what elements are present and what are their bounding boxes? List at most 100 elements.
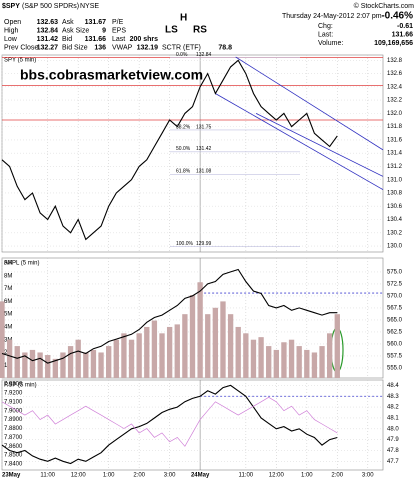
x-tick-label: 2:00 bbox=[133, 473, 145, 479]
quote-value: 132.27 bbox=[37, 44, 59, 51]
y-tick-label: 130.8 bbox=[387, 191, 403, 197]
y-tick-label: 48.3 bbox=[387, 394, 399, 400]
volume-bar bbox=[243, 333, 249, 378]
volume-bar bbox=[128, 339, 135, 378]
volume-bar bbox=[334, 314, 340, 378]
volume-bar bbox=[136, 333, 142, 378]
quote-label: Low bbox=[4, 36, 18, 43]
trendline bbox=[235, 56, 384, 151]
volume-bar bbox=[90, 349, 97, 378]
volume-bar bbox=[14, 346, 20, 378]
summary-value: -0.61 bbox=[397, 23, 413, 30]
pattern-label: H bbox=[180, 13, 187, 24]
fib-label: 0.0% bbox=[176, 52, 188, 58]
y-tick-label: 130.6 bbox=[387, 204, 403, 210]
volume-bar bbox=[60, 352, 66, 378]
fib-value: 129.99 bbox=[196, 241, 212, 247]
y-tick-label: 132.2 bbox=[387, 98, 403, 104]
volume-bar bbox=[22, 352, 28, 378]
volume-bar bbox=[37, 352, 43, 378]
y2-tick-label: 7.9300 bbox=[4, 382, 23, 388]
y2-tick-label: 6M bbox=[4, 299, 12, 305]
x-tick-label: 11:00 bbox=[239, 473, 254, 479]
fib-value: 131.08 bbox=[196, 169, 212, 175]
volume-bar bbox=[266, 346, 272, 378]
price-line bbox=[1, 59, 338, 241]
volume-bar bbox=[311, 352, 318, 378]
volume-bar bbox=[182, 314, 188, 378]
y2-tick-label: 5M bbox=[4, 312, 12, 318]
y-tick-label: 567.5 bbox=[387, 305, 403, 311]
y-tick-label: 47.9 bbox=[387, 437, 399, 443]
y-tick-label: 555.0 bbox=[387, 365, 403, 371]
pattern-label: LS bbox=[165, 25, 178, 36]
volume-bar bbox=[212, 307, 219, 378]
y-tick-label: 565.0 bbox=[387, 317, 403, 323]
y-tick-label: 47.8 bbox=[387, 448, 399, 454]
x-tick-label: 24May bbox=[191, 473, 210, 479]
y-tick-label: 132.6 bbox=[387, 71, 403, 77]
y-tick-label: 131.4 bbox=[387, 151, 403, 157]
y-tick-label: 570.0 bbox=[387, 293, 403, 299]
y-tick-label: 48.4 bbox=[387, 383, 399, 389]
quote-value: 132.19 bbox=[137, 44, 159, 51]
quote-label: Bid Size bbox=[62, 44, 88, 51]
y-tick-label: 48.1 bbox=[387, 416, 399, 422]
y-tick-label: 132.4 bbox=[387, 84, 403, 90]
volume-bar bbox=[106, 346, 112, 378]
price-line bbox=[1, 384, 338, 465]
volume-bar bbox=[288, 339, 295, 378]
volume-bar bbox=[220, 301, 226, 378]
watermark: bbs.cobrasmarketview.com bbox=[20, 67, 203, 83]
quote-label: Prev Close bbox=[4, 44, 38, 51]
volume-bar bbox=[235, 326, 241, 378]
volume-bar bbox=[258, 337, 264, 378]
volume-bar bbox=[326, 333, 333, 378]
quote-value: 131.42 bbox=[37, 36, 59, 43]
y2-tick-label: 4M bbox=[4, 325, 12, 331]
volume-bar bbox=[151, 320, 158, 378]
panel-frame bbox=[1, 54, 384, 253]
price-line bbox=[1, 268, 338, 364]
fib-label: 38.2% bbox=[176, 124, 191, 130]
y-tick-label: 572.5 bbox=[387, 281, 403, 287]
volume-bar bbox=[205, 314, 211, 378]
y-tick-label: 130.4 bbox=[387, 217, 403, 223]
y-tick-label: 130.2 bbox=[387, 230, 403, 236]
quote-value: 9 bbox=[102, 27, 106, 34]
volume-bar bbox=[144, 326, 150, 378]
x-tick-label: 1:00 bbox=[301, 473, 313, 479]
summary-label: Volume: bbox=[318, 40, 343, 47]
fib-label: 61.8% bbox=[176, 169, 191, 175]
trendline bbox=[215, 93, 384, 190]
y-tick-label: 132.8 bbox=[387, 58, 403, 64]
exchange: NYSE bbox=[80, 3, 99, 10]
volume-bar bbox=[0, 301, 5, 378]
y-tick-label: 575.0 bbox=[387, 269, 403, 275]
quote-label: High bbox=[4, 27, 19, 34]
y2-tick-label: 9M bbox=[4, 261, 12, 267]
volume-bar bbox=[113, 339, 119, 378]
quote-value: 136 bbox=[94, 44, 106, 51]
y-tick-label: 48.2 bbox=[387, 405, 399, 411]
volume-bar bbox=[304, 349, 310, 378]
quote-label: Ask Size bbox=[62, 27, 89, 34]
y-tick-label: 131.0 bbox=[387, 177, 403, 183]
y-tick-label: 557.5 bbox=[387, 353, 403, 359]
fib-value: 131.42 bbox=[196, 146, 212, 152]
change-pct: -0.46% bbox=[381, 11, 413, 22]
y-tick-label: 562.5 bbox=[387, 329, 403, 335]
symbol: $SPY bbox=[2, 3, 20, 10]
volume-bar bbox=[45, 355, 51, 378]
quote-value: 78.8 bbox=[218, 44, 232, 51]
quote-label: P/E bbox=[112, 19, 124, 26]
quote-label: Open bbox=[4, 19, 21, 26]
volume-bar bbox=[166, 326, 173, 378]
volume-bar bbox=[174, 324, 180, 378]
quote-value: 131.67 bbox=[85, 19, 107, 26]
y2-tick-label: 7M bbox=[4, 286, 12, 292]
x-tick-label: 12:00 bbox=[71, 473, 87, 479]
quote-value: 132.84 bbox=[37, 27, 59, 34]
y2-tick-label: 7.8600 bbox=[4, 444, 23, 450]
